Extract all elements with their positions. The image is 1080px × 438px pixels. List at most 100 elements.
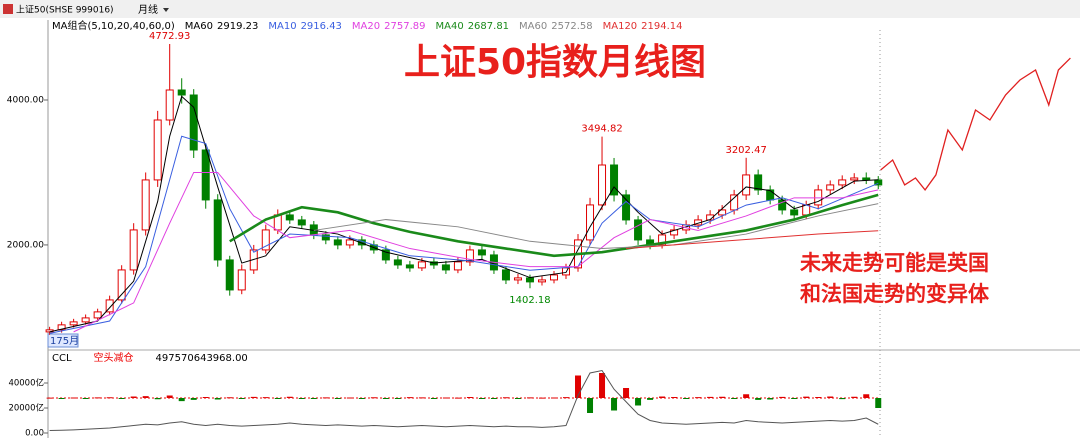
indicator-bar [118,398,125,399]
indicator-bar [863,394,870,398]
candle-body [453,261,462,271]
indicator-bar [803,396,810,398]
candle-body [405,264,414,269]
candle-body [381,249,390,261]
indicator-bar [154,398,161,400]
indicator-bar [623,388,630,398]
legend-text: MA40 [435,21,463,32]
candle-body [477,249,486,256]
candle-body [261,229,270,251]
ma-line [49,135,879,334]
y-tick-label: 20000亿 [8,403,44,414]
indicator-bar [779,396,786,398]
candle-body [141,179,150,231]
candle-body [441,264,450,271]
indicator-bar [430,398,437,399]
indicator-bar [382,398,389,399]
candle-body [586,204,595,241]
indicator-bar [575,375,582,398]
candle-body [622,194,631,221]
ma-line [229,193,879,258]
indicator-bar [274,398,281,399]
candle-body [225,259,234,291]
candle-body [189,94,198,151]
legend-text: 2916.43 [301,21,342,32]
low-label: 1402.18 [509,295,550,306]
y-tick-label: 2000.00 [7,240,44,250]
indicator-legend: 空头减仓 [94,351,134,364]
indicator-bar [166,395,173,398]
indicator-bar [791,398,798,399]
legend-text: MA10 [268,21,296,32]
indicator-bar [514,398,521,399]
period[interactable]: 月线 [138,3,158,16]
indicator-bar [454,397,461,399]
candle-body [105,299,114,313]
candle-body [658,234,667,246]
indicator-bar [599,373,606,398]
indicator-bar [202,397,209,398]
indicator-bar [190,398,197,400]
legend-text: 2572.58 [551,21,592,32]
indicator-bar [418,397,425,399]
candle-body [598,164,607,206]
candle-body [153,119,162,181]
period-dropdown[interactable] [163,8,169,12]
high-label: 3202.47 [725,145,766,156]
indicator-bar [707,396,714,398]
indicator-legend: CCL [52,353,72,364]
legend-text: 2757.89 [384,21,425,32]
indicator-bar [502,397,509,399]
candle-body [634,219,643,241]
indicator-bar [58,398,65,399]
candle-body [549,274,558,281]
indicator-bar [226,397,233,399]
indicator-bar [106,397,113,399]
indicator-bar [526,397,533,399]
indicator-bar [695,397,702,399]
candle-body [165,89,174,121]
high-label: 4772.93 [149,31,190,42]
candle-body [742,174,751,196]
candle-body [393,259,402,266]
cursor-box [47,333,79,348]
indicator-bar [94,397,101,399]
price-panel: 2000.00 4000.00 MA组合(5,10,20,40,60,0) MA60 2… [7,19,1071,335]
candle-body [802,204,811,216]
projection-line [880,57,1071,192]
indicator-bar [346,397,353,399]
ma-line [49,95,879,333]
indicator-bar [130,396,137,398]
symbol: 上证50(SHSE 999016) [16,5,114,16]
legend-text: 2194.14 [641,21,682,32]
high-label: 3494.82 [581,124,622,135]
app-icon [3,4,13,14]
indicator-bar [587,398,594,413]
candle-body [754,174,763,191]
candle-body [213,199,222,261]
candle-body [285,214,294,221]
indicator-bar [370,397,377,399]
candle-body [117,269,126,301]
candle-body [610,164,619,196]
candle-body [838,179,847,186]
y-tick-label: 4000.00 [7,96,44,106]
candle-body [826,184,835,191]
indicator-bar [394,398,401,399]
candle-body [501,269,510,281]
indicator-reading: 497570643968.00 [156,353,248,364]
candle-body [57,324,66,331]
indicator-bar [743,394,750,398]
candle-body [93,311,102,319]
indicator-line [49,369,879,431]
indicator-bar [250,396,257,398]
indicator-bar [839,398,846,400]
candle-body [465,249,474,263]
candle-body [333,239,342,246]
indicator-bar [683,398,690,399]
indicator-bar [635,398,642,406]
indicator-bar [755,398,762,400]
ma-line [313,203,879,250]
